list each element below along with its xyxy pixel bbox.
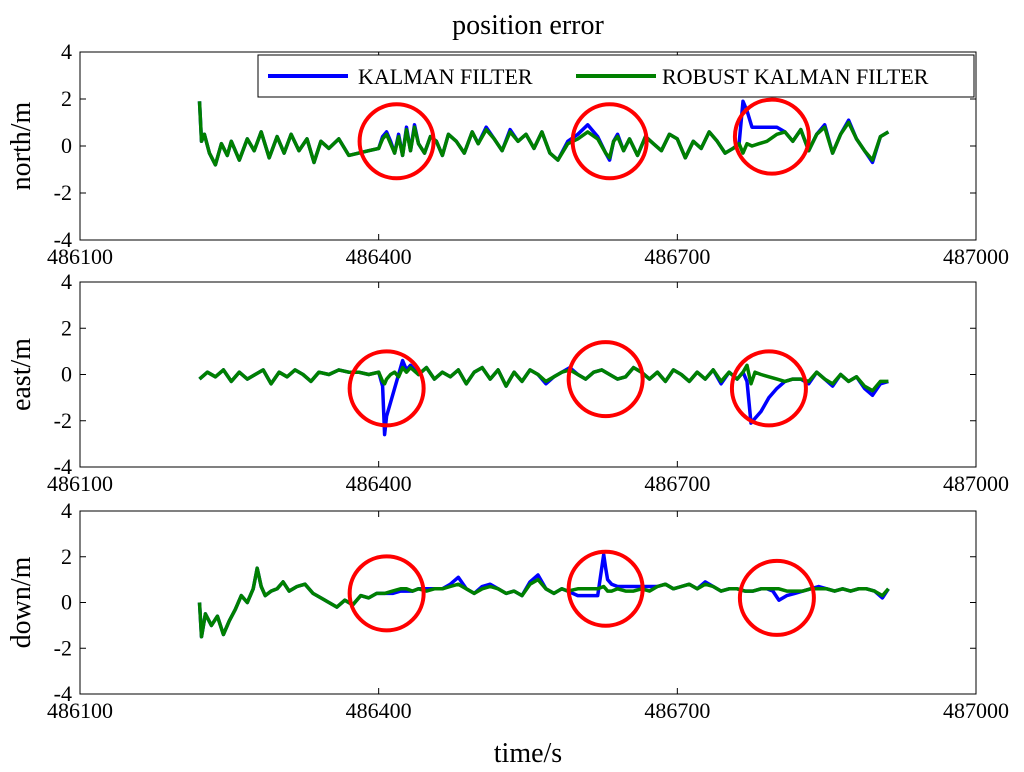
x-axis-label: time/s [494, 738, 562, 769]
x-tick-label: 486100 [47, 698, 113, 723]
y-tick-label: 2 [61, 315, 72, 340]
x-tick-label: 486700 [644, 698, 710, 723]
y-tick-label: 4 [61, 498, 72, 523]
subplot-down: 486100 486400 486700 487000 -4 -2 0 2 4 down/m [6, 498, 1009, 723]
y-tick-label: -2 [54, 635, 72, 660]
y-tick-label: -2 [54, 180, 72, 205]
series-line-robust-kalman-filter [197, 101, 890, 167]
y-axis-label: east/m [6, 338, 37, 411]
y-tick-label: -4 [54, 454, 72, 479]
y-axis-label: north/m [6, 101, 37, 190]
highlight-circle [737, 558, 816, 637]
legend-label: KALMAN FILTER [358, 64, 533, 89]
highlight-circle [566, 340, 645, 419]
y-axis-label: down/m [6, 556, 37, 648]
x-tick-label: 486100 [47, 471, 113, 496]
y-tick-label: -2 [54, 408, 72, 433]
y-tick-label: 4 [61, 269, 72, 294]
figure-title: position error [452, 10, 604, 41]
highlight-circle [347, 349, 426, 428]
x-tick-label: 486400 [346, 244, 412, 269]
legend: KALMAN FILTER ROBUST KALMAN FILTER [257, 54, 975, 98]
y-tick-label: -4 [54, 227, 72, 252]
series-line-robust-kalman-filter [198, 363, 889, 393]
y-tick-label: 4 [61, 39, 72, 64]
y-tick-label: 2 [61, 544, 72, 569]
x-tick-label: 486400 [346, 471, 412, 496]
y-tick-label: 2 [61, 86, 72, 111]
highlight-circle [357, 102, 436, 181]
y-tick-label: 0 [61, 362, 72, 387]
x-tick-label: 486400 [346, 698, 412, 723]
x-tick-label: 486100 [47, 244, 113, 269]
y-tick-label: -4 [54, 681, 72, 706]
highlight-circle [729, 349, 808, 428]
y-tick-label: 0 [61, 133, 72, 158]
highlight-circle [347, 554, 426, 633]
highlight-circle [570, 102, 649, 181]
highlight-circle [732, 97, 811, 176]
x-tick-label: 486700 [644, 244, 710, 269]
subplot-east: 486100 486400 486700 487000 -4 -2 0 2 4 east/m [6, 269, 1009, 496]
x-tick-label: 487000 [943, 471, 1009, 496]
x-tick-label: 487000 [943, 244, 1009, 269]
y-tick-label: 0 [61, 590, 72, 615]
subplot-panels: 486100 486400 486700 487000 -4 -2 0 2 4 north/m 48… [6, 39, 1009, 723]
series-line-robust-kalman-filter [197, 566, 890, 639]
x-tick-label: 486700 [644, 471, 710, 496]
plot-frame [79, 510, 977, 695]
legend-label: ROBUST KALMAN FILTER [662, 64, 929, 89]
x-tick-label: 487000 [943, 698, 1009, 723]
highlight-circle [566, 549, 645, 628]
